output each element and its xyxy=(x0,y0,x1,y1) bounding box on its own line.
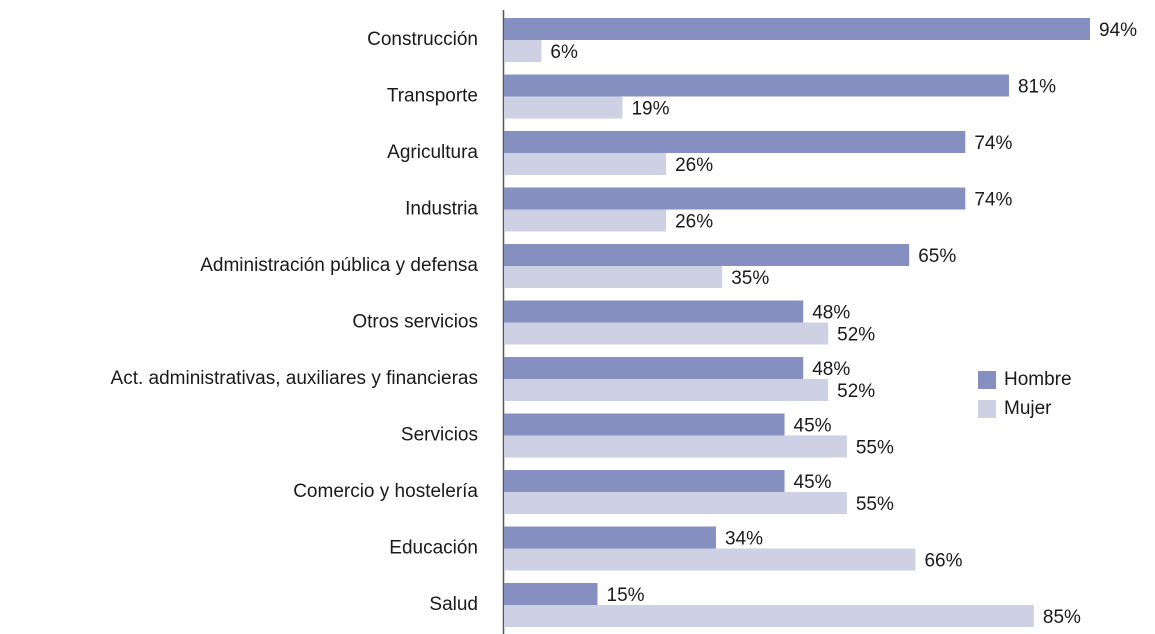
y-tick-label: Construcción xyxy=(367,29,478,50)
data-label: 48% xyxy=(812,303,850,324)
bar xyxy=(504,435,847,458)
data-label: 55% xyxy=(856,438,894,459)
y-tick-label: Transporte xyxy=(387,86,478,107)
data-label: 74% xyxy=(974,133,1012,154)
bar xyxy=(504,131,966,153)
data-label: 65% xyxy=(918,246,956,267)
data-label: 52% xyxy=(837,381,875,402)
data-label: 74% xyxy=(974,190,1012,211)
data-label: 66% xyxy=(924,551,962,572)
data-label: 45% xyxy=(794,416,832,437)
bar xyxy=(504,470,785,492)
bar xyxy=(504,548,916,571)
bar xyxy=(504,526,716,549)
data-label: 19% xyxy=(631,99,669,120)
data-label: 48% xyxy=(812,359,850,380)
data-label: 81% xyxy=(1018,77,1056,98)
bar xyxy=(504,492,847,514)
bar xyxy=(504,209,667,232)
bar xyxy=(504,379,829,401)
bar xyxy=(504,300,804,323)
y-tick-label: Otros servicios xyxy=(352,312,478,333)
bar xyxy=(504,605,1034,627)
bar xyxy=(504,187,966,210)
data-label: 26% xyxy=(675,212,713,233)
y-tick-label: Industria xyxy=(405,199,478,220)
bar xyxy=(504,583,598,605)
bar xyxy=(504,266,723,288)
data-label: 52% xyxy=(837,325,875,346)
y-tick-label: Act. administrativas, auxiliares y finan… xyxy=(111,368,478,389)
y-tick-label: Salud xyxy=(429,594,478,615)
y-tick-label: Agricultura xyxy=(387,142,478,163)
bar xyxy=(504,18,1090,40)
data-label: 34% xyxy=(725,529,763,550)
bar xyxy=(504,74,1009,97)
data-label: 94% xyxy=(1099,20,1137,41)
data-label: 85% xyxy=(1043,607,1081,628)
data-label: 35% xyxy=(731,268,769,289)
bar xyxy=(504,357,804,379)
data-label: 6% xyxy=(550,42,578,63)
data-label: 15% xyxy=(607,585,645,606)
bar xyxy=(504,153,667,175)
y-tick-label: Educación xyxy=(389,538,478,559)
bar xyxy=(504,96,623,119)
y-tick-label: Servicios xyxy=(401,425,478,446)
legend-swatch xyxy=(978,400,996,418)
data-label: 55% xyxy=(856,494,894,515)
legend-label: Hombre xyxy=(1004,369,1072,390)
bar xyxy=(504,322,829,345)
data-label: 45% xyxy=(794,472,832,493)
y-tick-label: Administración pública y defensa xyxy=(200,255,478,276)
bar xyxy=(504,40,542,62)
bar xyxy=(504,244,910,266)
y-tick-label: Comercio y hostelería xyxy=(293,481,478,502)
bar xyxy=(504,413,785,436)
legend-label: Mujer xyxy=(1004,398,1052,419)
data-label: 26% xyxy=(675,155,713,176)
legend-swatch xyxy=(978,371,996,389)
